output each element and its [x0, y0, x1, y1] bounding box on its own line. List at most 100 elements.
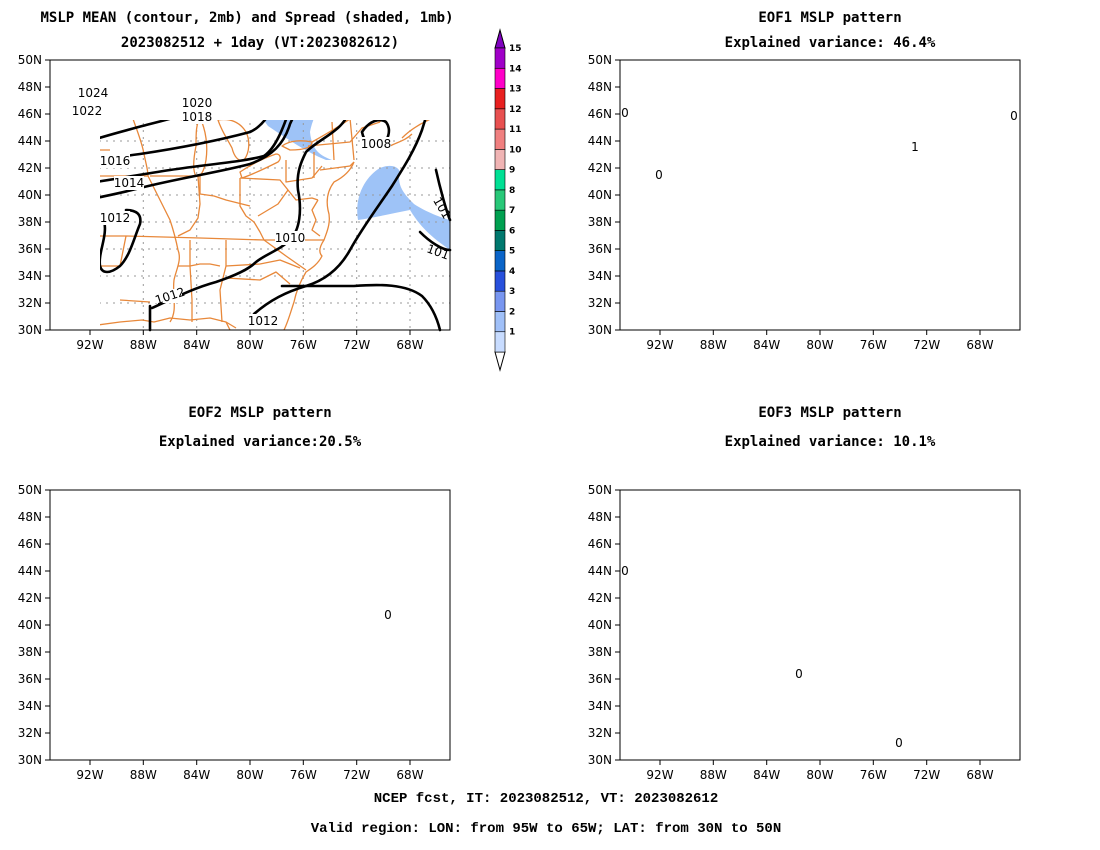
lon-tick-label: 80W: [806, 768, 833, 782]
lon-tick-label: 80W: [806, 338, 833, 352]
lon-tick-label: 76W: [290, 338, 317, 352]
panel-title: EOF2 MSLP pattern: [188, 405, 331, 421]
lat-tick-label: 38N: [18, 645, 42, 659]
lon-tick-label: 72W: [913, 338, 940, 352]
colorbar-swatch: [494, 128, 506, 150]
colorbar-label: 12: [509, 105, 522, 115]
lon-tick-label: 88W: [130, 768, 157, 782]
lon-tick-label: 92W: [76, 338, 103, 352]
lat-tick-label: 48N: [18, 510, 42, 524]
colorbar-label: 10: [509, 145, 522, 155]
lat-tick-label: 32N: [18, 726, 42, 740]
eof2-contour-labels: 0: [383, 608, 393, 622]
colorbar-label: 14: [509, 64, 522, 74]
contour-label: 0: [384, 608, 392, 622]
spread-shading: [357, 165, 450, 250]
lon-tick-label: 92W: [646, 768, 673, 782]
lat-tick-label: 48N: [588, 80, 612, 94]
lat-tick-label: 50N: [18, 53, 42, 67]
colorbar-label: 6: [509, 226, 515, 236]
colorbar-swatch: [494, 189, 506, 211]
colorbar-label: 11: [509, 125, 522, 135]
contour-label: 1010: [275, 231, 306, 245]
lat-tick-label: 44N: [588, 564, 612, 578]
colorbar-swatch: [494, 47, 506, 69]
panel-title: MSLP MEAN (contour, 2mb) and Spread (sha…: [40, 10, 453, 26]
colorbar-label: 9: [509, 166, 515, 176]
eof1-contours: [620, 60, 1020, 174]
contour-label: 0: [655, 168, 663, 182]
lat-tick-label: 44N: [18, 564, 42, 578]
contour-label: 1012: [100, 211, 131, 225]
contour-label: 0: [795, 667, 803, 681]
contour-label: 1018: [182, 110, 213, 124]
panel-title: EOF3 MSLP pattern: [758, 405, 901, 421]
lat-tick-label: 48N: [588, 510, 612, 524]
contour-label: 1012: [248, 314, 279, 328]
colorbar-above-arrow: [494, 28, 506, 49]
lon-tick-label: 88W: [130, 338, 157, 352]
lat-tick-label: 38N: [588, 645, 612, 659]
colorbar-swatch: [494, 169, 506, 191]
lat-tick-label: 32N: [588, 296, 612, 310]
lat-tick-label: 42N: [588, 591, 612, 605]
contour-label: 1022: [72, 104, 103, 118]
contour-label: 0: [621, 106, 629, 120]
lat-tick-label: 42N: [18, 591, 42, 605]
lon-tick-label: 68W: [966, 768, 993, 782]
footer-line-1: NCEP fcst, IT: 2023082512, VT: 202308261…: [374, 791, 718, 807]
lon-tick-label: 72W: [343, 768, 370, 782]
eof3-contours: [620, 490, 910, 760]
lat-tick-label: 36N: [588, 242, 612, 256]
lon-tick-label: 80W: [236, 338, 263, 352]
lat-tick-label: 42N: [588, 161, 612, 175]
panel-subtitle: Explained variance: 46.4%: [725, 35, 936, 51]
contour-label: 0: [1010, 109, 1018, 123]
colorbar-swatch: [494, 230, 506, 251]
lat-tick-label: 34N: [588, 269, 612, 283]
lat-tick-label: 30N: [588, 753, 612, 767]
lon-tick-label: 72W: [343, 338, 370, 352]
colorbar-swatch: [494, 209, 506, 231]
footer-line-2: Valid region: LON: from 95W to 65W; LAT:…: [311, 821, 781, 837]
lat-tick-label: 46N: [588, 107, 612, 121]
lat-tick-label: 38N: [18, 215, 42, 229]
contour-label: 1024: [78, 86, 109, 100]
colorbar-label: 2: [509, 307, 515, 317]
colorbar-swatch: [494, 88, 506, 110]
lat-tick-label: 50N: [18, 483, 42, 497]
panel-subtitle: Explained variance: 10.1%: [725, 434, 936, 450]
contour-label: 1: [911, 140, 919, 154]
eof2-contours: [210, 490, 450, 644]
lat-tick-label: 36N: [18, 672, 42, 686]
colorbar-label: 13: [509, 85, 522, 95]
lon-tick-label: 92W: [76, 768, 103, 782]
colorbar-swatch: [494, 270, 506, 292]
colorbar-label: 5: [509, 247, 515, 257]
lat-tick-label: 34N: [18, 699, 42, 713]
contour-label: 1012: [153, 285, 186, 308]
lat-tick-label: 38N: [588, 215, 612, 229]
colorbar-label: 1: [509, 328, 515, 338]
colorbar-swatch: [494, 311, 506, 333]
lat-tick-label: 30N: [588, 323, 612, 337]
panel-eof3: EOF3 MSLP pattern Explained variance: 10…: [614, 405, 1021, 766]
lat-tick-label: 48N: [18, 80, 42, 94]
panel-eof2: EOF2 MSLP pattern Explained variance:20.…: [44, 405, 451, 766]
lat-tick-label: 32N: [588, 726, 612, 740]
lat-tick-label: 36N: [18, 242, 42, 256]
colorbar-below-arrow: [494, 351, 506, 372]
panel-eof1: EOF1 MSLP pattern Explained variance: 46…: [614, 10, 1021, 336]
lon-tick-label: 84W: [183, 338, 210, 352]
contour-label: 1020: [182, 96, 213, 110]
lon-tick-label: 92W: [646, 338, 673, 352]
lat-tick-label: 44N: [588, 134, 612, 148]
colorbar-swatch: [494, 149, 506, 170]
eof3-contour-labels: 0 0 0: [620, 564, 904, 750]
lon-tick-label: 88W: [700, 338, 727, 352]
contour-label: 1014: [114, 176, 145, 190]
lon-tick-label: 72W: [913, 768, 940, 782]
lon-tick-label: 88W: [700, 768, 727, 782]
